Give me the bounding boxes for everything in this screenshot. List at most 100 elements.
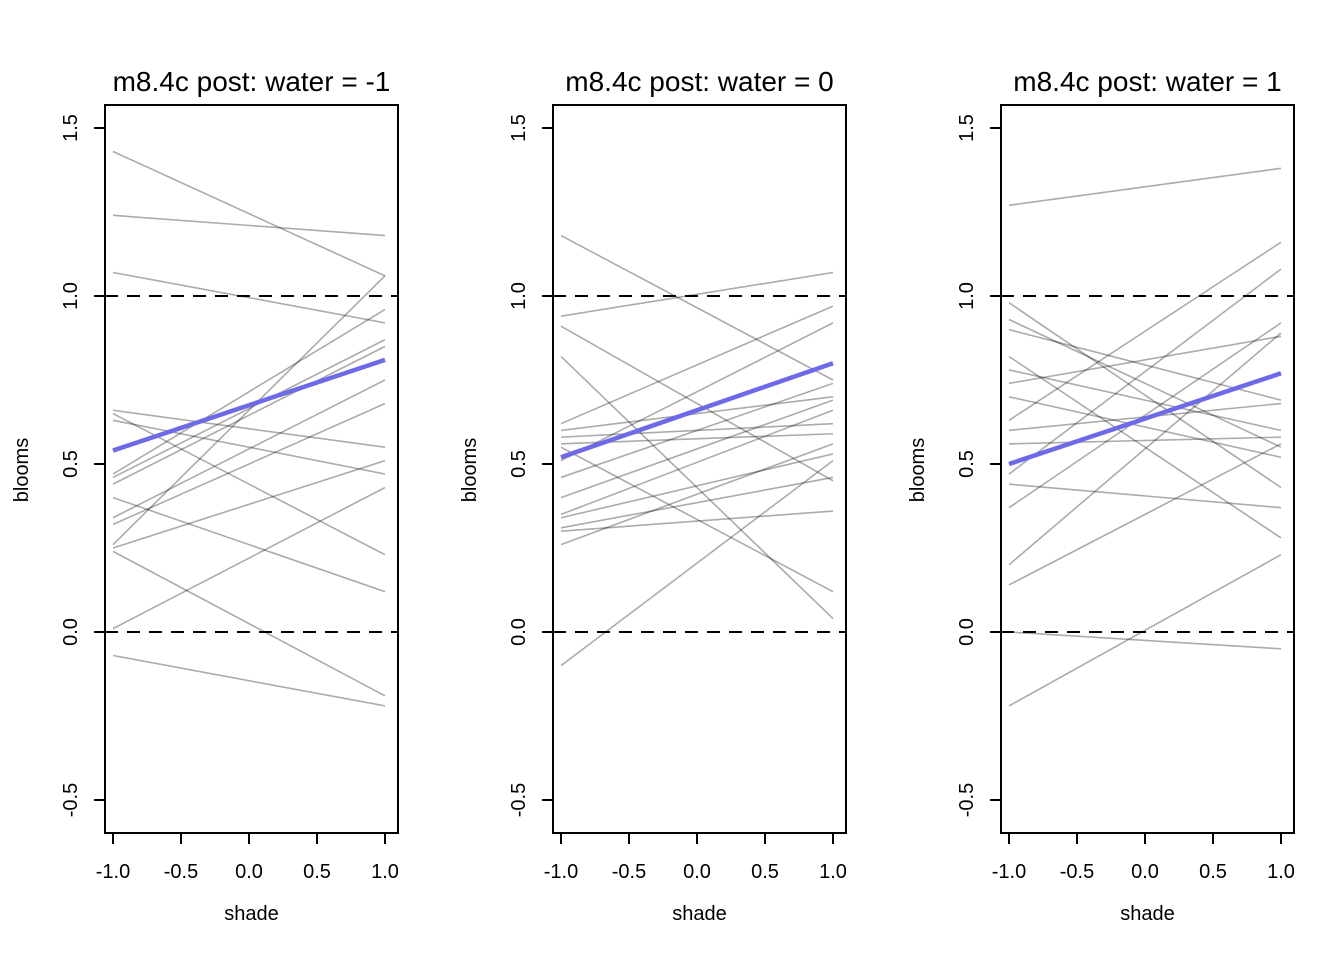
posterior-sample-line: [112, 275, 386, 546]
y-tick-label: -0.5: [956, 783, 978, 817]
x-tick-label: -1.0: [96, 861, 130, 883]
x-axis-label: shade: [224, 903, 279, 925]
posterior-sample-line: [1008, 369, 1282, 432]
y-tick-label: 0.0: [956, 618, 978, 646]
posterior-sample-line: [1008, 322, 1282, 509]
posterior-sample-line: [560, 399, 834, 499]
posterior-sample-line: [560, 422, 834, 438]
plot-box: [1000, 104, 1295, 834]
panel-title: m8.4c post: water = 0: [565, 66, 834, 97]
posterior-sample-line: [560, 510, 834, 532]
posterior-sample-line: [112, 379, 386, 519]
posterior-sample-line: [1008, 554, 1282, 707]
posterior-sample-line: [560, 322, 834, 462]
posterior-sample-line: [560, 476, 834, 529]
posterior-sample-line: [112, 654, 386, 707]
y-axis-label: blooms: [459, 437, 481, 503]
posterior-sample-line: [1008, 328, 1282, 401]
plot-box: [104, 104, 399, 834]
y-tick-label: 1.0: [508, 282, 530, 310]
y-tick-label: -0.5: [60, 783, 82, 817]
posterior-sample-line: [112, 345, 386, 485]
posterior-sample-line: [560, 443, 834, 546]
posterior-mean-line: [560, 361, 834, 460]
x-tick-label: -1.0: [544, 861, 578, 883]
panel-water-0: -1.0 -0.5 0.0 0.5 1.0 -0.5 0.0 0.5 1.0 1.5 m8.4c …: [448, 0, 896, 960]
posterior-sample-line: [560, 409, 834, 516]
posterior-sample-line: [112, 271, 386, 324]
posterior-sample-line: [560, 271, 834, 317]
x-tick-label: 0.5: [1199, 861, 1227, 883]
posterior-sample-line: [1008, 268, 1282, 475]
posterior-sample-line: [112, 486, 386, 630]
posterior-sample-line: [1008, 436, 1282, 445]
posterior-sample-line: [112, 550, 386, 697]
posterior-sample-line: [560, 325, 834, 482]
panel-title: m8.4c post: water = -1: [112, 66, 391, 97]
plot-box: [552, 104, 847, 834]
y-tick-label: 0.5: [60, 450, 82, 478]
posterior-mean-line: [1008, 371, 1282, 467]
y-tick-label: 0.0: [508, 618, 530, 646]
y-tick-label: 1.0: [60, 282, 82, 310]
posterior-sample-line: [1008, 167, 1282, 207]
x-tick-label: 0.5: [751, 861, 779, 883]
posterior-sample-line: [112, 402, 386, 526]
posterior-sample-line: [112, 308, 386, 475]
posterior-sample-line: [1008, 302, 1282, 489]
posterior-sample-line: [560, 305, 834, 425]
y-tick-label: 1.5: [60, 114, 82, 142]
posterior-sample-line: [560, 234, 834, 381]
panel-water-minus-1: -1.0 -0.5 0.0 0.5 1.0 -0.5 0.0 0.5 1.0 1.5 m8.4c …: [0, 0, 448, 960]
posterior-sample-line: [560, 396, 834, 432]
posterior-sample-line: [560, 355, 834, 620]
panel-water-1: -1.0 -0.5 0.0 0.5 1.0 -0.5 0.0 0.5 1.0 1.5 m8.4c …: [896, 0, 1344, 960]
posterior-sample-line: [560, 382, 834, 479]
posterior-sample-line: [560, 460, 834, 667]
posterior-sample-line: [560, 446, 834, 593]
posterior-sample-line: [1008, 483, 1282, 509]
posterior-sample-line: [1008, 631, 1282, 650]
posterior-sample-line: [560, 453, 834, 519]
posterior-sample-line: [1008, 443, 1282, 586]
x-tick-label: -0.5: [164, 861, 198, 883]
posterior-sample-line: [112, 459, 386, 549]
y-tick-label: -0.5: [508, 783, 530, 817]
posterior-sample-line: [112, 419, 386, 475]
chart-svg: -1.0 -0.5 0.0 0.5 1.0 -0.5 0.0 0.5 1.0 1.5: [60, 104, 399, 883]
y-axis-label: blooms: [907, 437, 929, 503]
y-tick-label: 1.5: [508, 114, 530, 142]
posterior-sample-line: [112, 150, 386, 277]
x-tick-label: 1.0: [1267, 861, 1295, 883]
posterior-sample-line: [112, 338, 386, 479]
posterior-sample-line: [1008, 241, 1282, 421]
posterior-sample-line: [1008, 355, 1282, 539]
chart-svg: -1.0 -0.5 0.0 0.5 1.0 -0.5 0.0 0.5 1.0 1.5: [956, 104, 1295, 883]
x-tick-label: 0.5: [303, 861, 331, 883]
panel-title: m8.4c post: water = 1: [1013, 66, 1282, 97]
posterior-sample-line: [1008, 318, 1282, 448]
x-tick-label: 1.0: [819, 861, 847, 883]
x-axis-label: shade: [672, 903, 727, 925]
x-tick-label: -1.0: [992, 861, 1026, 883]
posterior-sample-line: [1008, 335, 1282, 385]
x-axis-label: shade: [1120, 903, 1175, 925]
y-tick-label: 0.0: [60, 618, 82, 646]
x-tick-label: -0.5: [1060, 861, 1094, 883]
y-tick-label: 0.5: [508, 450, 530, 478]
chart-svg: -1.0 -0.5 0.0 0.5 1.0 -0.5 0.0 0.5 1.0 1.5: [508, 104, 847, 883]
posterior-sample-line: [112, 214, 386, 237]
y-tick-label: 0.5: [956, 450, 978, 478]
posterior-sample-line: [1008, 332, 1282, 566]
y-tick-label: 1.5: [956, 114, 978, 142]
posterior-mean-line: [112, 357, 386, 453]
x-tick-label: 0.0: [1131, 861, 1159, 883]
y-tick-label: 1.0: [956, 282, 978, 310]
x-tick-label: -0.5: [612, 861, 646, 883]
x-tick-label: 0.0: [235, 861, 263, 883]
posterior-sample-line: [112, 409, 386, 448]
posterior-sample-line: [112, 496, 386, 593]
y-axis-label: blooms: [11, 437, 33, 503]
posterior-sample-line: [1008, 396, 1282, 459]
